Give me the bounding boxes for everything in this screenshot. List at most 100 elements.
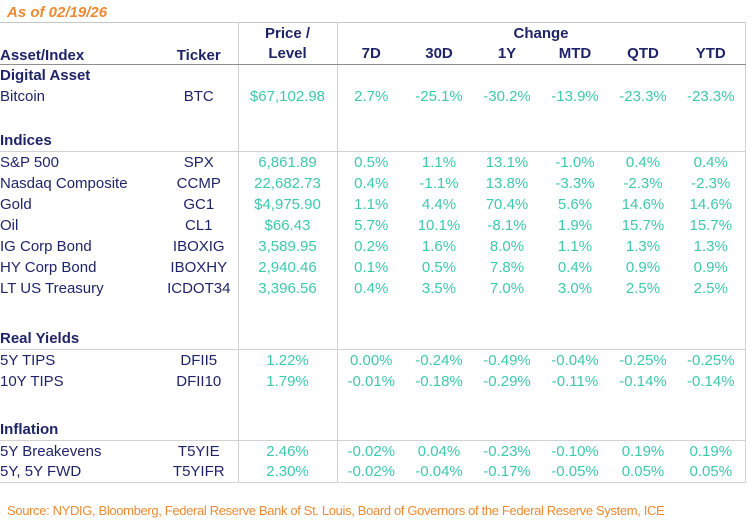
section-empty-cell — [336, 328, 405, 350]
spacer-cell — [405, 299, 473, 329]
section-empty-cell — [473, 328, 541, 350]
change-cell: -0.14% — [677, 370, 746, 392]
ticker-cell: DFII5 — [180, 351, 218, 369]
price-cell: $67,102.98 — [237, 85, 337, 107]
change-cell: -0.23% — [483, 442, 531, 460]
spacer-cell — [473, 392, 541, 420]
section-empty-cell — [237, 64, 337, 86]
spacer-cell — [237, 298, 337, 329]
ticker-cell: BTC — [183, 87, 214, 105]
ticker-cell: IBOXIG — [172, 237, 225, 255]
change-cell: -0.02% — [336, 440, 405, 462]
column-header-ticker: Ticker — [160, 22, 238, 65]
change-cell: 1.6% — [421, 237, 457, 255]
section-empty-cell — [237, 130, 337, 152]
ticker-cell: ICDOT34 — [167, 279, 231, 297]
spacer-cell — [0, 392, 238, 420]
column-header-1y: 1Y — [473, 43, 541, 65]
change-cell: 0.19% — [677, 440, 746, 462]
change-cell: -30.2% — [483, 87, 531, 105]
asset-name-cell: 5Y, 5Y FWD — [0, 461, 160, 483]
change-cell: -0.25% — [677, 349, 746, 371]
change-cell: 1.1% — [557, 237, 593, 255]
change-cell: -1.1% — [419, 174, 459, 192]
change-cell: -0.17% — [473, 461, 541, 483]
section-empty-cell — [609, 419, 677, 441]
change-cell: -0.05% — [541, 461, 609, 483]
price-cell: 3,396.56 — [237, 277, 337, 299]
change-cell: -2.3% — [677, 172, 746, 194]
change-cell: -25.1% — [415, 87, 463, 105]
change-cell: 2.5% — [625, 279, 661, 297]
section-spacer-row — [0, 106, 746, 131]
section-empty-cell — [473, 65, 541, 86]
section-header-row: Real Yields — [0, 328, 746, 350]
table-row: Bitcoin BTC $67,102.98 2.7% -25.1% -30.2% -13.… — [0, 85, 746, 107]
change-cell: 0.05% — [609, 461, 677, 483]
section-empty-cell — [237, 419, 337, 441]
column-header-30d: 30D — [405, 43, 473, 65]
column-header-ytd: YTD — [677, 43, 746, 65]
asset-name-cell: Nasdaq Composite — [0, 174, 128, 192]
change-cell: 0.4% — [625, 153, 661, 171]
change-cell: -2.3% — [623, 174, 663, 192]
table-row: Gold GC1 $4,975.90 1.1% 4.4% 70.4% 5.6% 14.6% 14… — [0, 193, 746, 215]
table-row: LT US Treasury ICDOT34 3,396.56 0.4% 3.5% 7.0… — [0, 277, 746, 299]
spacer-cell — [541, 392, 609, 420]
section-empty-cell — [237, 328, 337, 350]
change-cell: 0.00% — [336, 349, 405, 371]
spacer-cell — [473, 299, 541, 329]
section-empty-cell — [405, 328, 473, 350]
asset-name-cell: 5Y TIPS — [0, 351, 56, 369]
section-empty-cell — [336, 419, 405, 441]
spacer-cell — [541, 107, 609, 131]
change-cell: 0.4% — [336, 277, 405, 299]
change-cell: -0.24% — [415, 351, 463, 369]
change-cell: -0.25% — [619, 351, 667, 369]
market-table: Asset/Index Ticker Price / Level Change 7… — [0, 22, 746, 483]
change-cell: 0.9% — [677, 256, 746, 278]
section-empty-cell — [677, 328, 746, 350]
price-cell: $4,975.90 — [237, 193, 337, 215]
section-empty-cell — [541, 419, 609, 441]
spacer-cell — [336, 391, 405, 420]
change-cell: 0.4% — [557, 258, 593, 276]
spacer-cell — [473, 107, 541, 131]
section-empty-cell — [609, 65, 677, 86]
price-cell: 1.22% — [237, 349, 337, 371]
change-cell: 15.7% — [677, 214, 746, 236]
change-cell: -0.04% — [551, 351, 599, 369]
change-cell: -0.18% — [415, 372, 463, 390]
change-cell: 15.7% — [621, 216, 665, 234]
as-of-date: As of 02/19/26 — [7, 4, 108, 21]
table-row: 5Y, 5Y FWD T5YIFR 2.30% -0.02% -0.04% -0.17% -… — [0, 461, 746, 483]
change-cell: 10.1% — [417, 216, 461, 234]
price-cell: 22,682.73 — [237, 172, 337, 194]
change-cell: 0.05% — [677, 461, 746, 483]
change-cell: 2.7% — [336, 85, 405, 107]
ticker-cell: T5YIFR — [160, 461, 238, 483]
spacer-cell — [336, 106, 405, 131]
spacer-cell — [336, 298, 405, 329]
section-empty-cell — [541, 130, 609, 152]
change-cell: 7.0% — [489, 279, 525, 297]
section-empty-cell — [336, 64, 405, 86]
section-empty-cell — [405, 130, 473, 152]
spacer-cell — [609, 392, 677, 420]
header-row-group: Asset/Index Ticker Price / Level Change — [0, 22, 746, 65]
ticker-cell: GC1 — [183, 195, 215, 213]
table-row: 5Y TIPS DFII5 1.22% 0.00% -0.24% -0.49% -0.04%… — [0, 349, 746, 371]
section-title: Inflation — [0, 419, 238, 441]
change-cell: 1.3% — [625, 237, 661, 255]
change-cell: 0.5% — [336, 151, 405, 173]
section-header-row: Inflation — [0, 419, 746, 441]
change-cell: 0.5% — [421, 258, 457, 276]
table-row: 5Y Breakevens T5YIE 2.46% -0.02% 0.04% -0.23%… — [0, 440, 746, 462]
asset-name-cell: Gold — [0, 195, 32, 213]
change-cell: -0.10% — [551, 442, 599, 460]
change-cell: 0.4% — [336, 172, 405, 194]
spacer-cell — [541, 299, 609, 329]
ticker-cell: CCMP — [176, 174, 221, 192]
change-cell: -0.04% — [405, 461, 473, 483]
